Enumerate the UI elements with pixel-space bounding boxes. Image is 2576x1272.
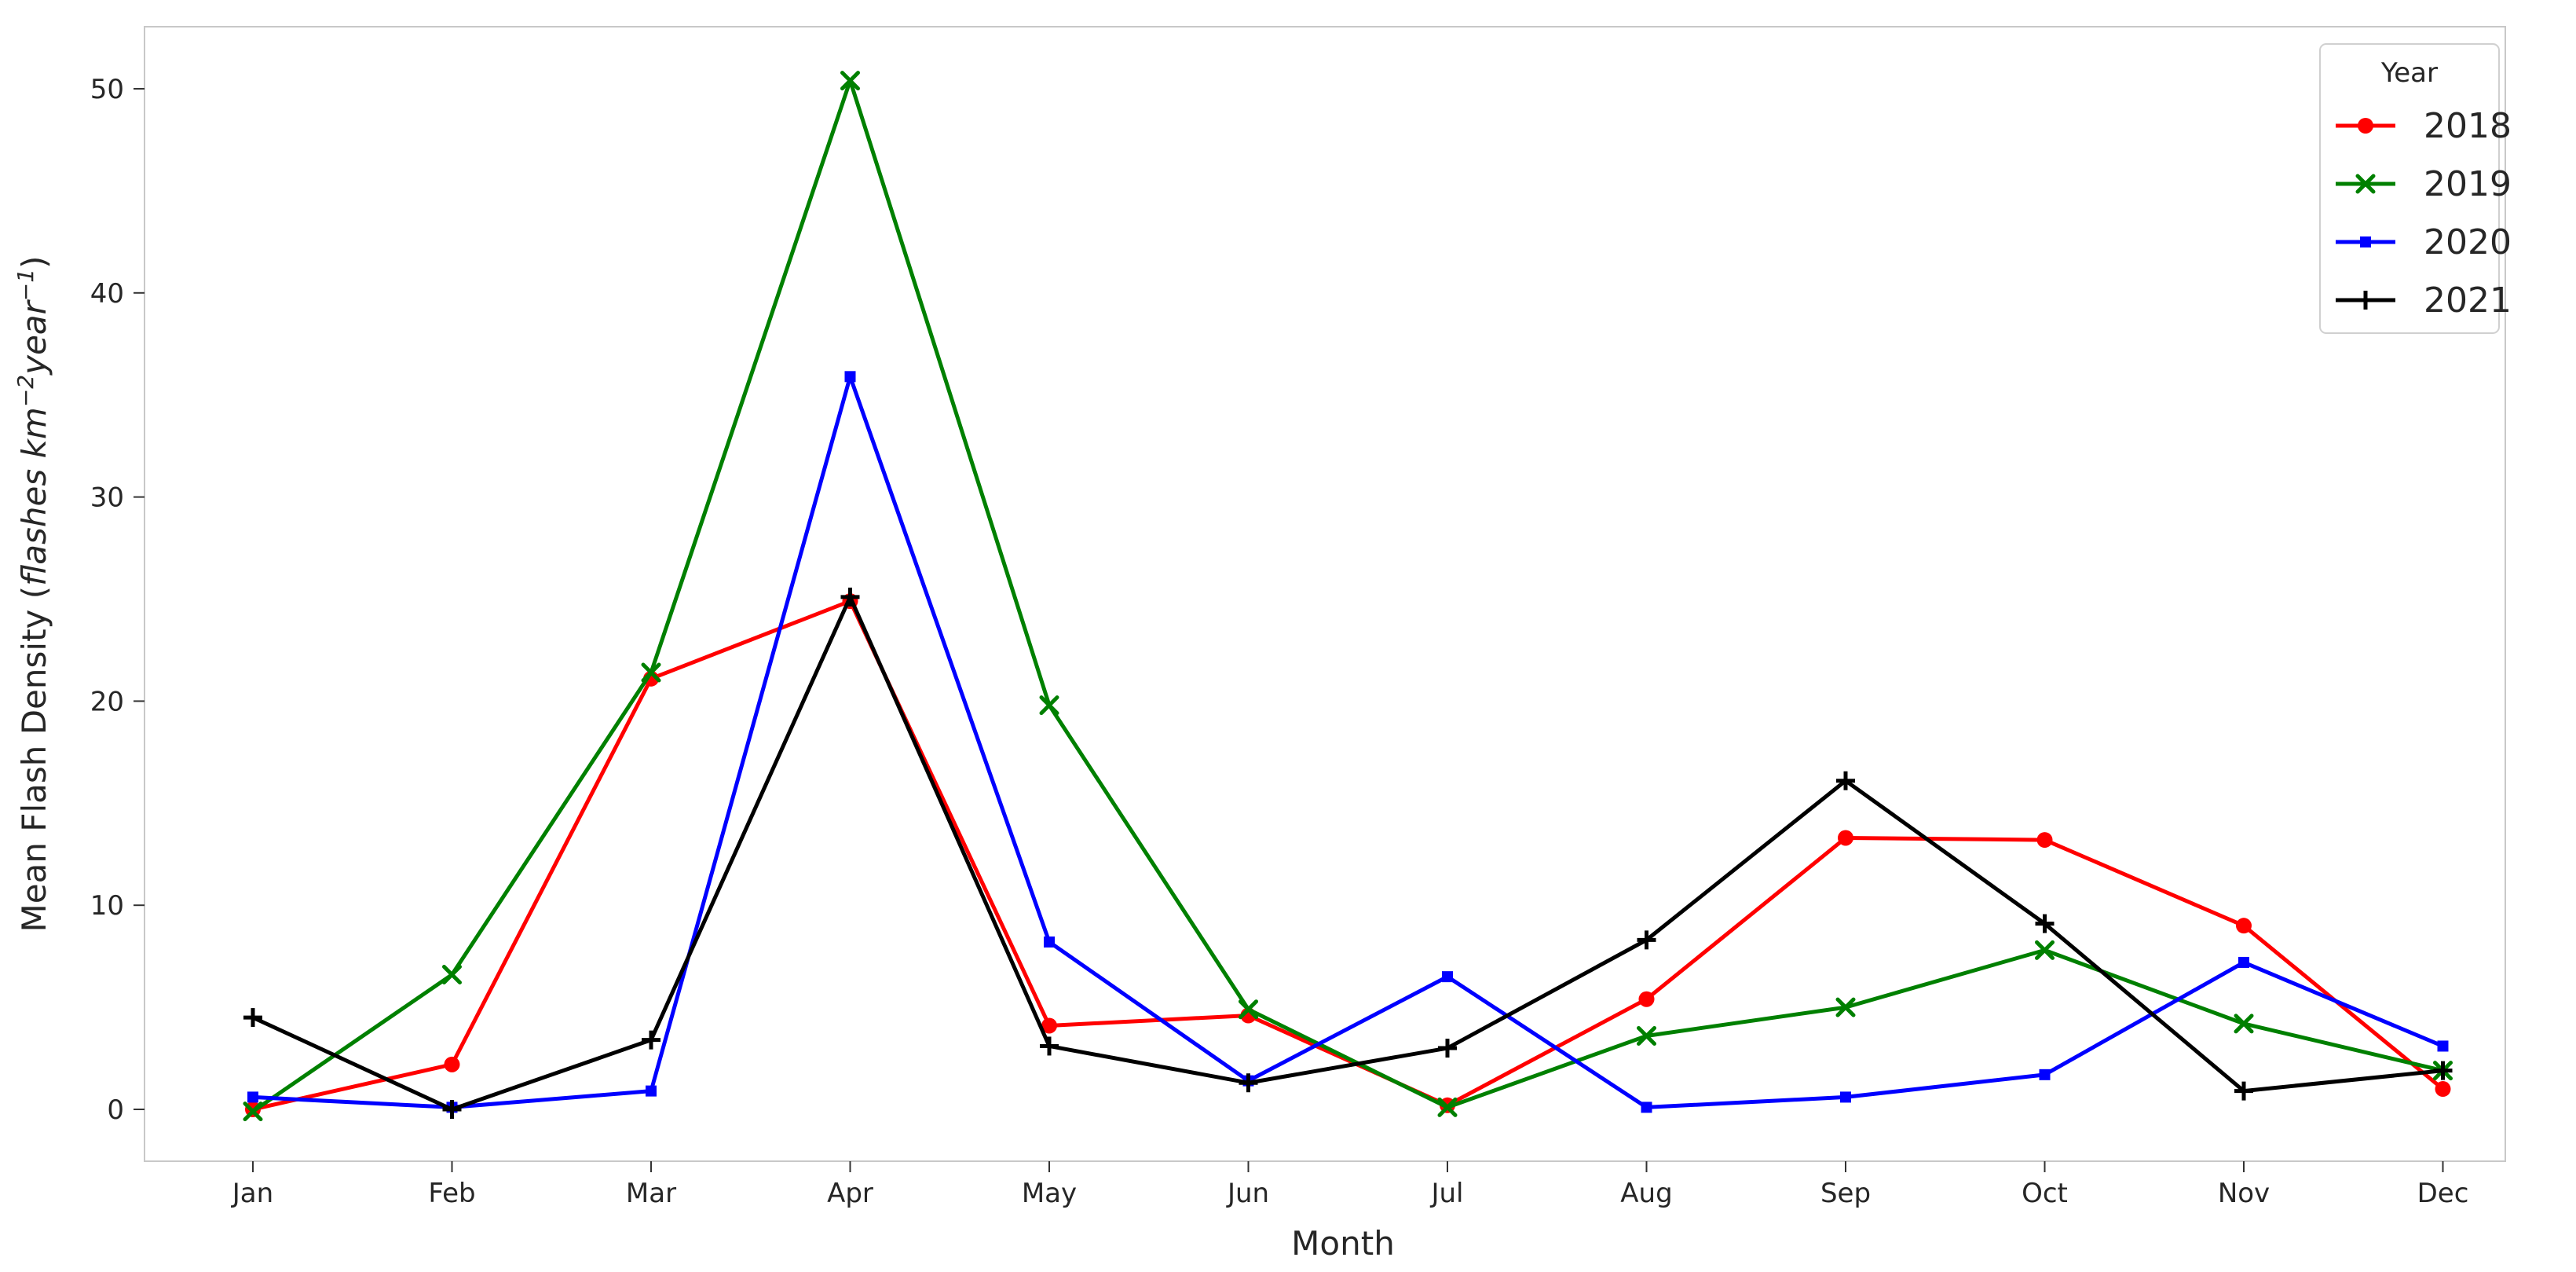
- legend-swatch-marker-2019: [2355, 174, 2376, 194]
- point-2018-may: [1041, 1017, 1057, 1034]
- point-2021-sep: [1836, 771, 1855, 790]
- point-2019-feb: [442, 965, 462, 985]
- y-tick-label-0: 0: [107, 1094, 124, 1126]
- point-2018-sep: [1838, 830, 1853, 846]
- y-tick-label-30: 30: [90, 482, 124, 514]
- plot-area-frame: [144, 26, 2506, 1162]
- legend-label-2019: 2019: [2424, 164, 2512, 204]
- x-tick-label-jan: Jan: [231, 1178, 273, 1209]
- y-tick-label-10: 10: [90, 890, 124, 922]
- point-2021-mar: [642, 1030, 660, 1050]
- legend-item-2021: 2021: [2336, 280, 2512, 321]
- point-2020-jan: [247, 1091, 258, 1103]
- point-2020-mar: [646, 1085, 657, 1097]
- point-2021-apr: [840, 587, 860, 607]
- point-2018-oct: [2036, 832, 2053, 849]
- legend-item-2020: 2020: [2336, 222, 2512, 262]
- point-2021-dec: [2433, 1061, 2453, 1080]
- point-2020-oct: [2039, 1069, 2051, 1080]
- point-2020-may: [1044, 936, 1055, 948]
- point-2020-jul: [1442, 971, 1453, 983]
- x-tick-label-apr: Apr: [827, 1178, 873, 1209]
- y-tick-label-50: 50: [90, 74, 124, 105]
- legend-label-2021: 2021: [2424, 280, 2512, 321]
- point-2020-dec: [2437, 1040, 2449, 1052]
- point-2019-jul-stroke-b: [1437, 1097, 1458, 1117]
- x-axis-label: Month: [1291, 1224, 1395, 1263]
- y-tick-label-20: 20: [90, 686, 124, 717]
- legend-item-2018: 2018: [2336, 106, 2512, 146]
- legend-items: 2018 2019 2020 2021: [2336, 106, 2512, 321]
- point-2021-aug: [1637, 930, 1656, 950]
- y-tick-label-40: 40: [90, 278, 124, 310]
- point-2018-dec: [2435, 1081, 2451, 1098]
- x-tick-label-sep: Sep: [1820, 1178, 1871, 1209]
- x-tick-label-jul: Jul: [1429, 1178, 1463, 1209]
- series-line-2020: [252, 374, 2444, 1109]
- point-2019-jan-stroke-b: [243, 1102, 263, 1122]
- point-2019-nov-stroke-b: [2234, 1014, 2254, 1034]
- point-2018-aug: [1638, 991, 1655, 1007]
- legend-frame: [2319, 43, 2500, 334]
- point-2019-jun: [1239, 999, 1258, 1020]
- legend-swatch-marker-2020: [2360, 236, 2371, 247]
- legend-label-2018: 2018: [2424, 106, 2512, 146]
- legend-item-2019: 2019: [2336, 164, 2512, 204]
- x-tick-label-oct: Oct: [2022, 1178, 2068, 1209]
- y-axis-label: Mean Flash Density (flashes km−2year−1): [13, 256, 53, 933]
- point-2019-sep: [1835, 997, 1856, 1017]
- x-tick-label-nov: Nov: [2218, 1178, 2270, 1209]
- point-2019-apr: [840, 71, 860, 91]
- x-tick-label-feb: Feb: [428, 1178, 475, 1209]
- x-tick-label-may: May: [1022, 1178, 1077, 1209]
- point-2021-jan: [243, 1008, 262, 1028]
- point-2021-oct: [2035, 914, 2055, 933]
- point-2019-oct: [2035, 940, 2055, 960]
- x-tick-label-dec: Dec: [2417, 1178, 2469, 1209]
- point-2019-mar: [641, 662, 661, 683]
- point-2019-mar-stroke-b: [641, 662, 661, 683]
- x-tick-label-jun: Jun: [1226, 1178, 1269, 1209]
- legend-title: Year: [2380, 57, 2438, 89]
- point-2021-jun: [1239, 1073, 1258, 1093]
- point-2019-jan: [243, 1102, 263, 1122]
- series-2021: [243, 587, 2453, 1119]
- point-2021-nov: [2234, 1081, 2253, 1101]
- point-2019-jul: [1437, 1097, 1458, 1117]
- x-axis-ticks: Jan Feb Mar Apr May Jun Jul Aug Sep Oct Nov Dec: [231, 1161, 2469, 1209]
- point-2020-apr: [844, 371, 856, 383]
- point-2020-aug: [1641, 1102, 1652, 1113]
- series-line-2019: [251, 79, 2444, 1113]
- series-2019: [243, 71, 2453, 1122]
- legend-swatch-marker-2019-stroke-b: [2355, 174, 2376, 194]
- x-tick-label-aug: Aug: [1620, 1178, 1672, 1209]
- point-2020-sep: [1840, 1091, 1851, 1103]
- point-2019-aug-stroke-b: [1637, 1025, 1656, 1046]
- point-2021-feb: [442, 1100, 462, 1119]
- point-2020-nov: [2238, 956, 2249, 968]
- point-2018-feb: [444, 1056, 460, 1072]
- point-2019-apr-stroke-b: [840, 71, 860, 91]
- legend: Year 2018 2019 2020 2021: [2319, 43, 2512, 334]
- point-2021-may: [1040, 1036, 1059, 1056]
- point-2019-sep-stroke-b: [1835, 997, 1856, 1017]
- legend-label-2020: 2020: [2424, 222, 2512, 262]
- point-2019-nov: [2234, 1014, 2254, 1034]
- point-2019-aug: [1637, 1025, 1656, 1046]
- point-2019-may-stroke-b: [1039, 695, 1059, 716]
- x-tick-label-mar: Mar: [626, 1178, 676, 1209]
- series-layer: [243, 71, 2453, 1122]
- y-axis-ticks: 0 10 20 30 40 50: [90, 74, 145, 1126]
- series-line-2021: [251, 595, 2443, 1112]
- point-2019-feb-stroke-b: [442, 965, 462, 985]
- legend-swatch-marker-2018: [2358, 118, 2373, 134]
- legend-swatch-marker-2021: [2356, 291, 2375, 310]
- point-2019-may: [1039, 695, 1059, 716]
- point-2019-jun-stroke-b: [1239, 999, 1258, 1020]
- point-2018-nov: [2236, 918, 2252, 934]
- point-2019-oct-stroke-b: [2035, 940, 2055, 960]
- point-2021-jul: [1438, 1039, 1457, 1058]
